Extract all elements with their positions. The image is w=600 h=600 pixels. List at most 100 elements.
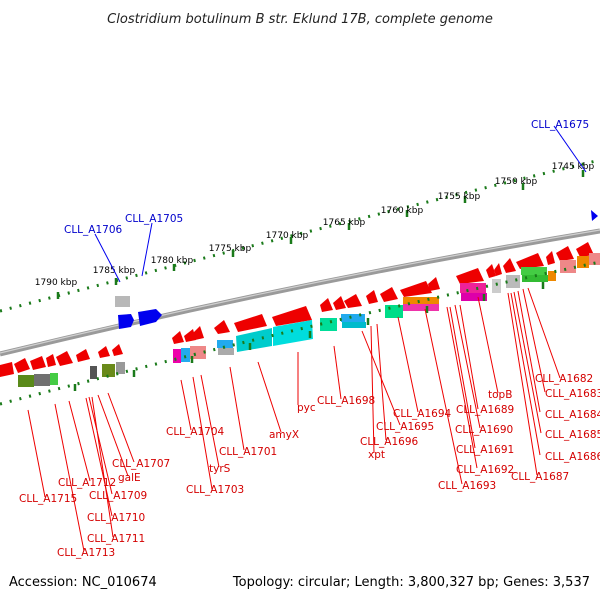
- gene-label[interactable]: CLL_A1695: [376, 421, 434, 433]
- gene-label[interactable]: xpt: [368, 449, 385, 461]
- gene-feature[interactable]: [403, 304, 439, 311]
- gene-feature[interactable]: [190, 346, 206, 359]
- reverse-gene[interactable]: [400, 281, 432, 297]
- gene-feature[interactable]: [173, 349, 181, 363]
- gene-label[interactable]: CLL_A1710: [87, 512, 145, 524]
- inner-scale: [0, 260, 600, 406]
- gene-label[interactable]: CLL_A1684: [545, 409, 600, 421]
- gene-label[interactable]: CLL_A1683: [545, 388, 600, 400]
- reverse-gene[interactable]: [503, 258, 516, 273]
- reverse-gene[interactable]: [333, 296, 346, 310]
- gene-label[interactable]: CLL_A1687: [511, 471, 569, 483]
- gene-label[interactable]: CLL_A1693: [438, 480, 496, 492]
- forward-gene[interactable]: [591, 210, 598, 221]
- gene-label[interactable]: CLL_A1707: [112, 458, 170, 470]
- scale-label: 1765 kbp: [323, 218, 366, 228]
- forward-strand-genes: [115, 296, 162, 329]
- gene-feature[interactable]: [181, 348, 190, 362]
- gene-feature[interactable]: [522, 275, 548, 282]
- reverse-gene[interactable]: [366, 290, 378, 304]
- reverse-gene[interactable]: [172, 331, 184, 344]
- gene-label[interactable]: CLL_A1691: [456, 444, 514, 456]
- reverse-gene[interactable]: [428, 277, 440, 291]
- gene-feature[interactable]: [320, 318, 337, 331]
- gene-feature[interactable]: [273, 320, 313, 346]
- gene-label[interactable]: CLL_A1698: [317, 395, 375, 407]
- gene-feature[interactable]: [34, 374, 50, 386]
- gene-feature[interactable]: [218, 348, 234, 355]
- gene-label[interactable]: CLL_A1690: [455, 424, 513, 436]
- reverse-gene[interactable]: [0, 362, 14, 377]
- reverse-gene[interactable]: [184, 329, 196, 342]
- gene-feature[interactable]: [461, 293, 487, 301]
- forward-gene[interactable]: [118, 314, 134, 329]
- gene-label[interactable]: CLL_A1689: [456, 404, 514, 416]
- scale-label: 1780 kbp: [151, 256, 194, 266]
- scale-label: 1750 kbp: [495, 177, 538, 187]
- reverse-gene[interactable]: [56, 351, 73, 366]
- forward-gene[interactable]: [138, 309, 162, 326]
- reverse-gene[interactable]: [546, 251, 555, 265]
- gene-label[interactable]: CLL_A1704: [166, 426, 225, 438]
- gene-label[interactable]: CLL_A1682: [535, 373, 593, 385]
- gene-feature[interactable]: [403, 297, 439, 304]
- gene-label[interactable]: CLL_A1694: [393, 408, 452, 420]
- gene-label[interactable]: CLL_A1706: [64, 224, 123, 236]
- reverse-gene[interactable]: [46, 354, 56, 367]
- gene-label[interactable]: CLL_A1685: [545, 429, 600, 441]
- gene-label[interactable]: CLL_A1715: [19, 493, 77, 505]
- scale-label: 1770 kbp: [266, 231, 309, 241]
- reverse-gene[interactable]: [380, 287, 398, 302]
- gene-label[interactable]: topB: [488, 389, 512, 401]
- reverse-gene[interactable]: [214, 320, 230, 334]
- gene-feature[interactable]: [115, 296, 130, 307]
- reverse-gene[interactable]: [76, 349, 90, 362]
- reverse-gene[interactable]: [556, 246, 574, 261]
- reverse-gene[interactable]: [112, 344, 123, 356]
- gene-label[interactable]: CLL_A1696: [360, 436, 419, 448]
- gene-label[interactable]: CLL_A1675: [531, 119, 589, 131]
- reverse-gene[interactable]: [516, 253, 544, 269]
- gene-label[interactable]: CLL_A1711: [87, 533, 145, 545]
- gene-feature[interactable]: [589, 253, 600, 265]
- gene-label[interactable]: CLL_A1712: [58, 477, 116, 489]
- gene-feature[interactable]: [521, 267, 547, 275]
- gene-feature[interactable]: [341, 314, 365, 322]
- gene-label[interactable]: CLL_A1686: [545, 451, 600, 463]
- gene-feature[interactable]: [577, 256, 589, 268]
- gene-label[interactable]: CLL_A1692: [456, 464, 514, 476]
- reverse-gene[interactable]: [14, 358, 30, 373]
- reverse-gene[interactable]: [494, 263, 502, 276]
- gene-feature[interactable]: [18, 375, 34, 387]
- gene-feature[interactable]: [548, 271, 556, 281]
- gene-label[interactable]: pyc: [297, 402, 316, 414]
- gene-feature[interactable]: [50, 373, 58, 385]
- gene-feature[interactable]: [560, 260, 576, 273]
- reverse-gene[interactable]: [320, 298, 333, 312]
- gene-label[interactable]: galE: [118, 472, 141, 484]
- gene-label[interactable]: CLL_A1703: [186, 484, 244, 496]
- gene-label[interactable]: CLL_A1713: [57, 547, 115, 559]
- gene-label[interactable]: CLL_A1701: [219, 446, 277, 458]
- gene-feature[interactable]: [102, 364, 115, 377]
- gene-label[interactable]: CLL_A1705: [125, 213, 183, 225]
- reverse-gene[interactable]: [456, 268, 484, 284]
- gene-label[interactable]: amyX: [269, 429, 299, 441]
- reverse-gene[interactable]: [344, 294, 362, 308]
- reverse-gene[interactable]: [192, 326, 204, 340]
- reverse-gene[interactable]: [486, 264, 496, 278]
- reverse-gene[interactable]: [30, 356, 46, 370]
- gene-feature[interactable]: [90, 366, 97, 379]
- reverse-gene[interactable]: [234, 314, 267, 332]
- gene-label[interactable]: tyrS: [209, 463, 231, 475]
- gene-feature[interactable]: [492, 279, 501, 293]
- reverse-gene[interactable]: [272, 306, 312, 326]
- gene-feature[interactable]: [116, 362, 125, 374]
- genome-backbone-highlight: [0, 229, 600, 354]
- gene-feature[interactable]: [506, 275, 520, 288]
- gene-feature[interactable]: [342, 322, 366, 328]
- reverse-gene[interactable]: [98, 346, 110, 358]
- gene-label[interactable]: CLL_A1709: [89, 490, 147, 502]
- gene-feature[interactable]: [217, 340, 233, 348]
- gene-feature[interactable]: [460, 283, 486, 293]
